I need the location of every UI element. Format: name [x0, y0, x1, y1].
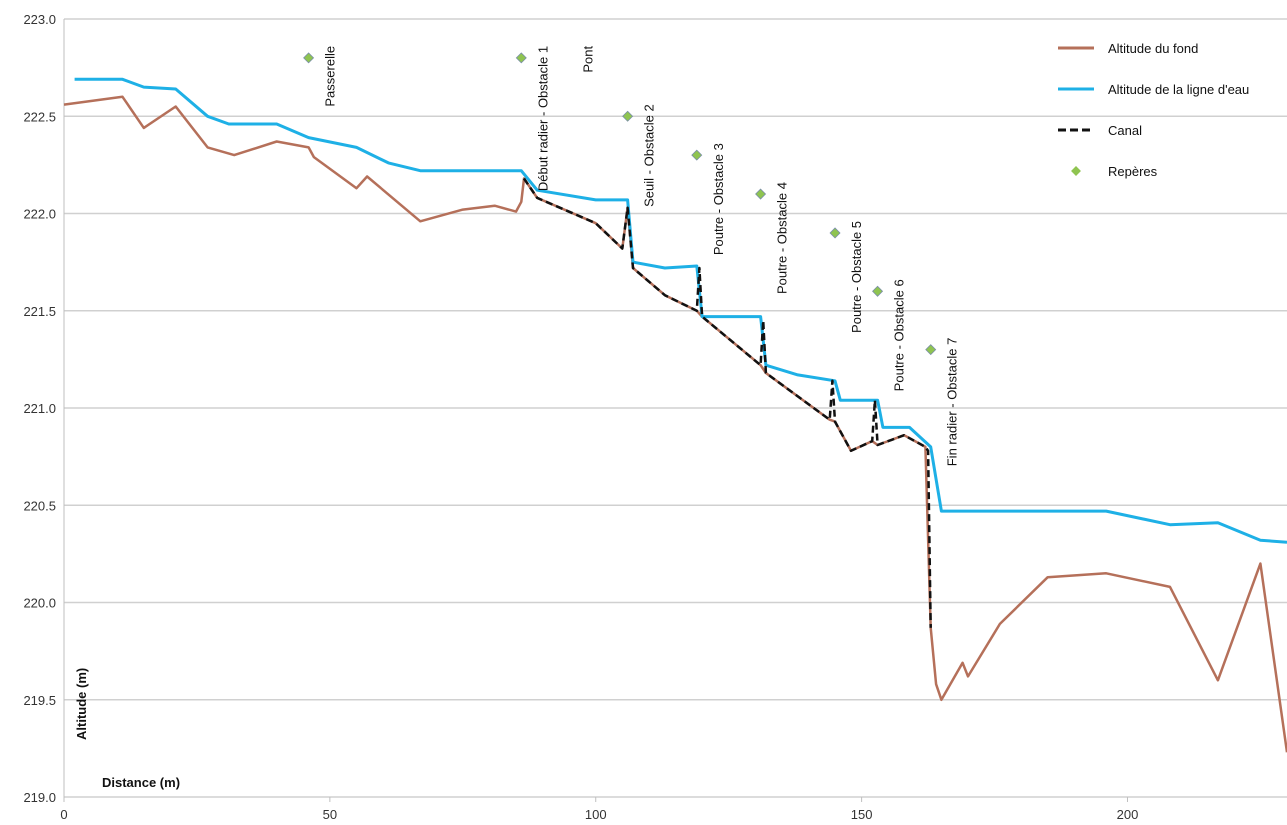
- legend-label: Canal: [1108, 123, 1142, 138]
- marker-label: Poutre - Obstacle 4: [775, 182, 790, 294]
- grid: [63, 18, 1287, 802]
- marker-point: [755, 188, 767, 200]
- marker-label: Seuil - Obstacle 2: [642, 104, 657, 207]
- y-tick-label: 220.0: [23, 596, 56, 611]
- marker-label: Poutre - Obstacle 6: [892, 279, 907, 391]
- legend-label: Altitude du fond: [1108, 41, 1198, 56]
- series-line-canal: [522, 177, 932, 628]
- y-axis-title: Altitude (m): [74, 668, 89, 740]
- marker-point: [303, 52, 315, 64]
- marker-point: [872, 285, 884, 297]
- y-tick-label: 220.5: [23, 498, 56, 513]
- marker-label: Poutre - Obstacle 3: [711, 143, 726, 255]
- legend-label: Altitude de la ligne d'eau: [1108, 82, 1249, 97]
- y-tick-label: 222.5: [23, 109, 56, 124]
- series-line-altitude-du-fond: [63, 95, 1287, 753]
- marker-point: [691, 149, 703, 161]
- marker-point: [622, 110, 634, 122]
- x-tick-label: 200: [1117, 807, 1139, 822]
- y-tick-label: 219.5: [23, 693, 56, 708]
- marker-point: [829, 227, 841, 239]
- y-tick-label: 221.0: [23, 401, 56, 416]
- series-layer: [63, 77, 1287, 753]
- tick-layer: 219.0 219.5 220.0 220.5 221.0 221.5 222.0 222.5…: [23, 12, 1138, 822]
- marker-label: Poutre - Obstacle 5: [849, 221, 864, 333]
- marker-label: Début radier - Obstacle 1: [535, 46, 550, 191]
- marker-point: [925, 344, 937, 356]
- marker-label: Fin radier - Obstacle 7: [945, 338, 960, 467]
- y-tick-label: 219.0: [23, 790, 56, 805]
- y-tick-label: 221.5: [23, 304, 56, 319]
- legend-label: Repères: [1108, 164, 1158, 179]
- series-line-altitude-de-la-ligne-d-eau: [74, 77, 1287, 544]
- y-tick-label: 223.0: [23, 12, 56, 27]
- x-tick-label: 150: [851, 807, 873, 822]
- marker-label: Passerelle: [323, 46, 338, 107]
- marker-label-pont: Pont: [580, 46, 595, 73]
- x-tick-label: 50: [323, 807, 337, 822]
- y-tick-label: 222.0: [23, 207, 56, 222]
- x-tick-label: 100: [585, 807, 607, 822]
- x-axis-title: Distance (m): [102, 775, 180, 790]
- marker-point: [515, 52, 527, 64]
- legend: Altitude du fond Altitude de la ligne d'e…: [1058, 41, 1249, 179]
- legend-swatch: [1071, 166, 1081, 176]
- x-tick-label: 0: [60, 807, 67, 822]
- marker-layer: Passerelle Début radier - Obstacle 1 Seuil…: [303, 46, 960, 467]
